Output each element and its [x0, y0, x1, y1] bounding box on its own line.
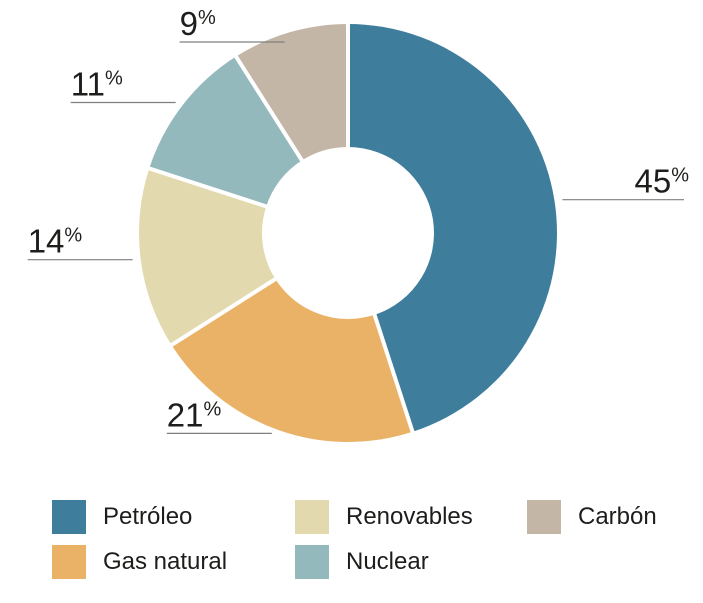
pie-slice-carbon — [236, 24, 348, 161]
pie-slice-nuclear — [149, 56, 302, 207]
donut-chart: 45% 21% 14% 11% 9% — [27, 5, 689, 442]
slice-gap-line — [169, 231, 350, 348]
pie-slice-renovables — [139, 168, 276, 345]
pct-label-carbon: 9% — [180, 5, 216, 42]
legend-label-renovables: Renovables — [346, 503, 473, 530]
slice-gap-line — [346, 232, 415, 434]
legend-item-carbon: Carbón — [527, 500, 657, 534]
pie-slice-petroleo — [348, 24, 557, 432]
legend-swatch-carbon — [527, 500, 561, 534]
legend-swatch-gas-natural — [52, 545, 86, 579]
legend-swatch-renovables — [295, 500, 329, 534]
chart-legend: Petróleo Gas natural Renovables Nuclear Carb… — [52, 500, 657, 579]
pct-label-renovables: 14% — [28, 223, 83, 260]
legend-swatch-nuclear — [295, 545, 329, 579]
legend-label-nuclear: Nuclear — [346, 548, 429, 575]
legend-item-petroleo: Petróleo — [52, 500, 295, 534]
slice-gap-line — [147, 166, 349, 235]
legend-label-gas-natural: Gas natural — [103, 548, 228, 575]
legend-label-petroleo: Petróleo — [103, 503, 193, 530]
legend-item-nuclear: Nuclear — [295, 545, 527, 579]
pct-label-gas-natural: 21% — [167, 396, 222, 433]
pct-label-nuclear: 11% — [71, 66, 123, 103]
pie-slice-gas-natural — [171, 279, 413, 442]
legend-item-gas-natural: Gas natural — [52, 545, 295, 579]
legend-label-carbon: Carbón — [578, 503, 657, 530]
legend-swatch-petroleo — [52, 500, 86, 534]
slice-gap-line — [233, 54, 350, 235]
pct-label-petroleo: 45% — [634, 163, 689, 200]
legend-item-renovables: Renovables — [295, 500, 527, 534]
